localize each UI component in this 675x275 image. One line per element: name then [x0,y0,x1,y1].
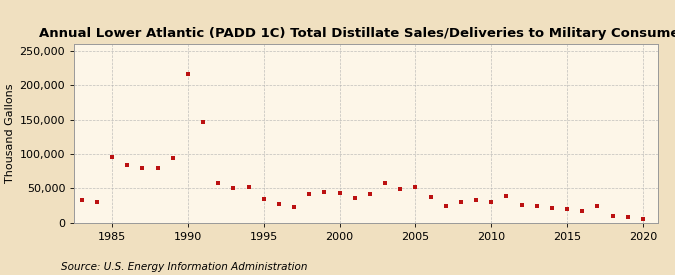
Point [198,120,209,125]
Point [213,181,223,185]
Point [486,200,497,204]
Point [622,215,633,219]
Point [577,209,588,213]
Point [167,156,178,160]
Point [76,198,87,202]
Title: Annual Lower Atlantic (PADD 1C) Total Distillate Sales/Deliveries to Military Co: Annual Lower Atlantic (PADD 1C) Total Di… [38,27,675,40]
Point [501,194,512,198]
Point [137,166,148,170]
Y-axis label: Thousand Gallons: Thousand Gallons [5,84,16,183]
Point [350,196,360,200]
Point [592,203,603,208]
Point [183,72,194,76]
Point [562,207,572,211]
Point [228,186,239,191]
Point [395,187,406,191]
Point [273,202,284,206]
Point [440,203,451,208]
Point [259,196,269,201]
Point [122,163,133,167]
Point [319,190,330,194]
Point [425,194,436,199]
Point [304,192,315,196]
Point [380,181,391,185]
Text: Source: U.S. Energy Information Administration: Source: U.S. Energy Information Administ… [61,262,307,272]
Point [92,200,103,204]
Point [638,217,649,222]
Point [289,205,300,209]
Point [608,214,618,218]
Point [334,190,345,195]
Point [456,200,466,204]
Point [364,192,375,196]
Point [107,155,117,159]
Point [547,205,558,210]
Point [153,166,163,170]
Point [243,185,254,189]
Point [531,203,542,208]
Point [516,203,527,207]
Point [410,185,421,189]
Point [470,198,481,202]
